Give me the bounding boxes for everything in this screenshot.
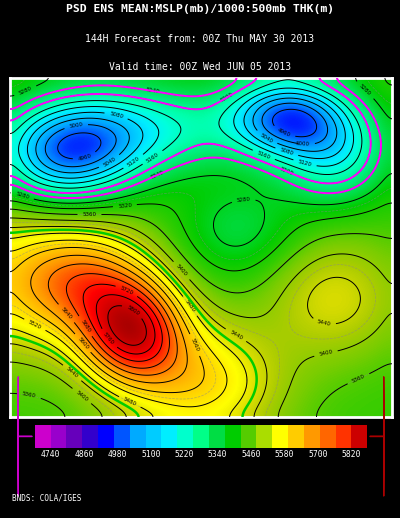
Text: PSD ENS MEAN:MSLP(mb)/1000:500mb THK(m): PSD ENS MEAN:MSLP(mb)/1000:500mb THK(m) — [66, 4, 334, 14]
Text: 5360: 5360 — [22, 392, 36, 399]
Bar — [256, 425, 272, 448]
Text: 5440: 5440 — [229, 329, 243, 341]
Text: BNDS: COLA/IGES: BNDS: COLA/IGES — [12, 494, 81, 502]
Text: 4980: 4980 — [108, 450, 127, 459]
Bar — [35, 425, 51, 448]
Text: 5440: 5440 — [65, 366, 79, 379]
Bar — [66, 425, 82, 448]
Bar — [130, 425, 146, 448]
Text: 5820: 5820 — [342, 450, 361, 459]
Text: 5280: 5280 — [358, 83, 372, 97]
Bar — [114, 425, 130, 448]
Bar — [209, 425, 225, 448]
Text: 5000: 5000 — [69, 122, 83, 129]
Text: 144H Forecast from: 00Z Thu MAY 30 2013: 144H Forecast from: 00Z Thu MAY 30 2013 — [86, 34, 314, 44]
Text: 5240: 5240 — [145, 88, 160, 95]
Text: Valid time: 00Z Wed JUN 05 2013: Valid time: 00Z Wed JUN 05 2013 — [109, 62, 291, 71]
Text: 5400: 5400 — [175, 264, 188, 278]
Bar — [82, 425, 98, 448]
Text: 5340: 5340 — [208, 450, 228, 459]
Text: 5000: 5000 — [296, 141, 310, 147]
Text: 5080: 5080 — [279, 148, 294, 156]
Text: 5280: 5280 — [15, 191, 30, 200]
Text: 5720: 5720 — [120, 285, 134, 296]
Text: 5120: 5120 — [126, 155, 141, 168]
Text: 5800: 5800 — [126, 305, 140, 316]
Bar — [304, 425, 320, 448]
Bar — [288, 425, 304, 448]
Bar — [351, 425, 367, 448]
Text: 5560: 5560 — [190, 338, 200, 352]
Text: 5600: 5600 — [76, 336, 89, 350]
Text: 5520: 5520 — [28, 319, 42, 330]
Text: 5160: 5160 — [146, 152, 160, 164]
Text: 5220: 5220 — [174, 450, 194, 459]
Text: 5580: 5580 — [275, 450, 294, 459]
Bar — [225, 425, 240, 448]
Text: 4960: 4960 — [276, 127, 291, 138]
Text: 5240: 5240 — [150, 170, 165, 180]
Text: 5460: 5460 — [241, 450, 261, 459]
Text: 5280: 5280 — [18, 85, 33, 96]
Text: 4860: 4860 — [74, 450, 94, 459]
Text: 5200: 5200 — [279, 166, 294, 177]
Text: 5360: 5360 — [351, 373, 366, 384]
Bar — [193, 425, 209, 448]
Text: 5680: 5680 — [80, 319, 91, 334]
Text: 5040: 5040 — [259, 132, 274, 144]
Text: 5080: 5080 — [109, 111, 124, 119]
Text: 5400: 5400 — [318, 350, 333, 357]
Text: 4740: 4740 — [41, 450, 60, 459]
Text: 5280: 5280 — [236, 197, 251, 203]
Bar — [336, 425, 351, 448]
Bar — [240, 425, 256, 448]
Bar — [146, 425, 162, 448]
Text: 5640: 5640 — [60, 306, 73, 320]
Text: 5440: 5440 — [317, 320, 331, 327]
Bar — [272, 425, 288, 448]
Text: 5360: 5360 — [82, 212, 96, 217]
Text: 5120: 5120 — [298, 159, 312, 167]
Bar — [162, 425, 177, 448]
Text: 5100: 5100 — [141, 450, 161, 459]
Bar — [177, 425, 193, 448]
Text: 5480: 5480 — [184, 299, 196, 313]
Text: 5320: 5320 — [118, 203, 132, 209]
Text: 5760: 5760 — [102, 332, 115, 346]
Text: 5200: 5200 — [220, 92, 235, 103]
Bar — [51, 425, 66, 448]
Text: 5160: 5160 — [256, 150, 271, 160]
Text: 5040: 5040 — [102, 156, 117, 167]
Bar — [98, 425, 114, 448]
Text: 5700: 5700 — [308, 450, 328, 459]
Text: 5480: 5480 — [122, 397, 137, 407]
Bar — [320, 425, 336, 448]
Text: 4960: 4960 — [77, 153, 92, 162]
Text: 5400: 5400 — [75, 390, 89, 402]
